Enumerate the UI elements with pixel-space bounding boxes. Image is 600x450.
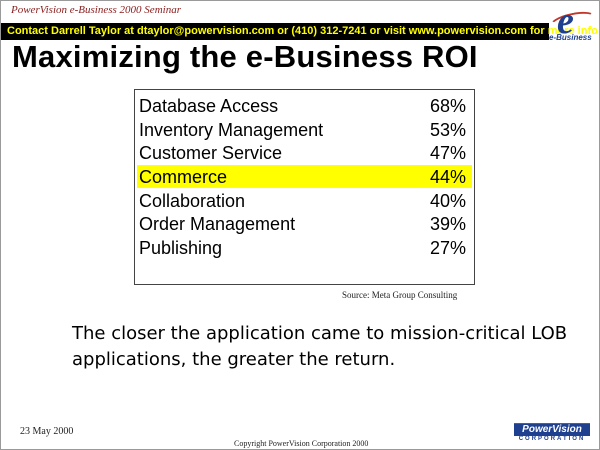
row-label: Order Management (139, 214, 296, 234)
e-logo-letter: e (557, 0, 574, 42)
table-row: Inventory Management 53% (137, 118, 472, 141)
seminar-title: PowerVision e-Business 2000 Seminar (11, 4, 181, 16)
copyright-notice: Copyright PowerVision Corporation 2000 (234, 439, 369, 448)
row-label: Publishing (139, 238, 223, 258)
caption-text: The closer the application came to missi… (72, 323, 568, 370)
table-row: Collaboration 40% (137, 189, 472, 212)
row-value: 40% (429, 191, 466, 211)
table-row: Publishing 27% (137, 236, 472, 259)
page-title: Maximizing the e-Business ROI (12, 39, 478, 74)
table-row: Database Access 68% (137, 94, 472, 117)
source-note: Source: Meta Group Consulting (342, 290, 458, 300)
row-value: 47% (429, 143, 466, 163)
powervision-logo-sub: CORPORATION (518, 436, 586, 442)
powervision-logo: PowerVision CORPORATION (514, 423, 590, 445)
row-value: 68% (429, 96, 466, 116)
powervision-logo-name: PowerVision (514, 423, 590, 436)
e-business-logo: e e-Business (547, 0, 599, 45)
row-value: 27% (429, 238, 466, 258)
row-value: 44% (429, 167, 466, 187)
row-label: Commerce (139, 167, 228, 187)
table-row: Order Management 39% (137, 212, 472, 235)
slide-date: 23 May 2000 (20, 426, 74, 437)
roi-table: Database Access 68% Inventory Management… (134, 89, 475, 285)
row-value: 39% (429, 214, 466, 234)
table-row: Customer Service 47% (137, 141, 472, 164)
row-label: Customer Service (139, 143, 283, 163)
contact-banner: Contact Darrell Taylor at dtaylor@powerv… (1, 23, 598, 40)
row-label: Database Access (139, 96, 279, 116)
e-business-logo-text: e-Business (549, 33, 592, 42)
table-row-highlighted: Commerce 44% (137, 165, 472, 188)
row-label: Inventory Management (139, 120, 324, 140)
row-value: 53% (429, 120, 466, 140)
row-label: Collaboration (139, 191, 246, 211)
